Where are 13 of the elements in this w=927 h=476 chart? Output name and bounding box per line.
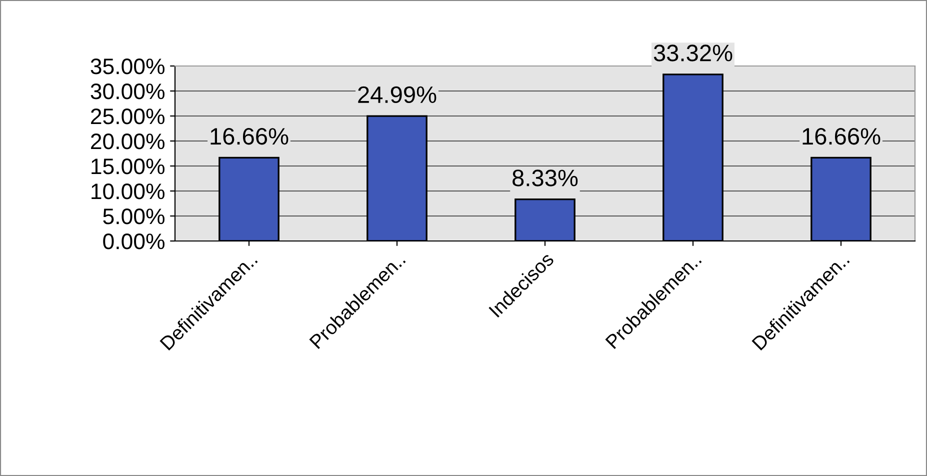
data-label: 33.32% xyxy=(654,44,732,62)
data-label: 16.66% xyxy=(802,128,880,145)
y-tick-label: 30.00% xyxy=(90,84,164,100)
data-label: 8.33% xyxy=(512,170,578,186)
y-tick-label: 20.00% xyxy=(91,134,164,150)
data-label: 16.66% xyxy=(210,128,288,145)
y-tick-label: 25.00% xyxy=(91,108,164,124)
y-tick-label: 35.00% xyxy=(90,58,164,74)
y-tick-label: 15.00% xyxy=(92,158,164,174)
data-label: 24.99% xyxy=(358,86,436,104)
y-tick-label: 0.00% xyxy=(103,234,164,250)
y-tick-label: 5.00% xyxy=(103,208,164,224)
y-tick-label: 10.00% xyxy=(92,184,164,200)
